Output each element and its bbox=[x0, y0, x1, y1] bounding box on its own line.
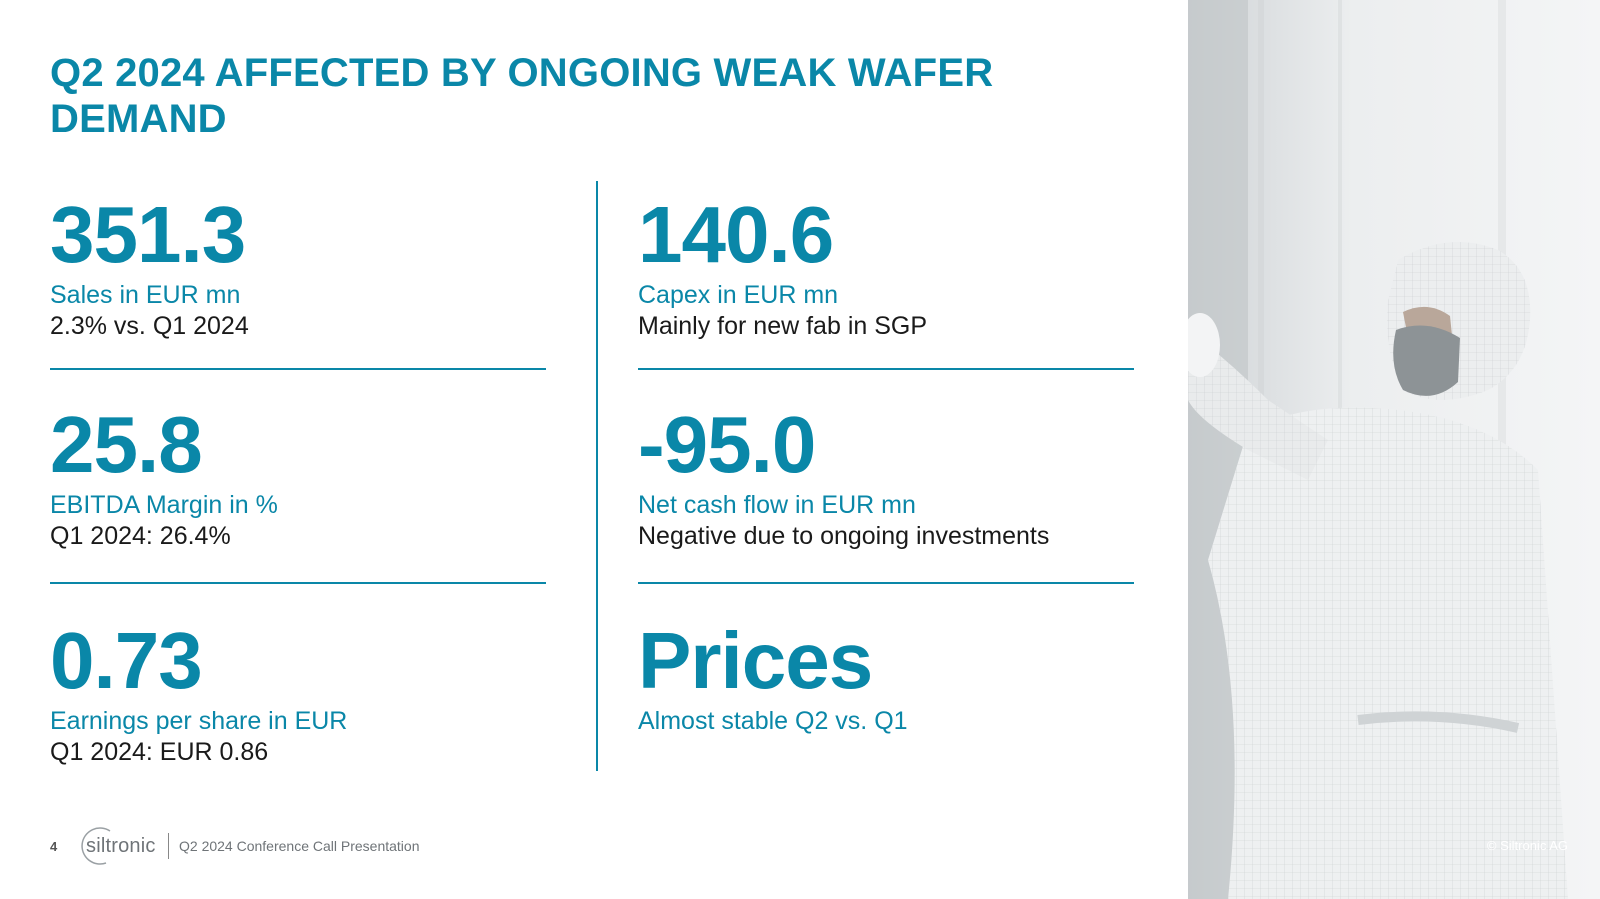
kpi-label: Net cash flow in EUR mn bbox=[638, 491, 916, 519]
kpi-label: Sales in EUR mn bbox=[50, 281, 241, 309]
slide-title: Q2 2024 AFFECTED BY ONGOING WEAK WAFER D… bbox=[50, 51, 994, 141]
kpi-ebitda-margin: 25.8 EBITDA Margin in % Q1 2024: 26.4% bbox=[50, 400, 550, 552]
kpi-note: Q1 2024: EUR 0.86 bbox=[50, 738, 269, 766]
page-number: 4 bbox=[50, 838, 58, 854]
kpi-value: 351.3 bbox=[50, 190, 246, 279]
kpi-sales: 351.3 Sales in EUR mn 2.3% vs. Q1 2024 bbox=[50, 190, 550, 342]
kpi-capex: 140.6 Capex in EUR mn Mainly for new fab… bbox=[638, 190, 1138, 342]
divider-line bbox=[50, 368, 546, 370]
kpi-note: Q1 2024: 26.4% bbox=[50, 522, 231, 550]
cleanroom-worker-illustration bbox=[1188, 0, 1600, 899]
kpi-note: Mainly for new fab in SGP bbox=[638, 312, 928, 340]
kpi-value: Prices bbox=[638, 616, 873, 705]
copyright-notice: © Siltronic AG bbox=[1486, 838, 1568, 853]
kpi-prices: Prices Almost stable Q2 vs. Q1 bbox=[638, 616, 1138, 736]
column-divider bbox=[596, 181, 598, 771]
kpi-label: EBITDA Margin in % bbox=[50, 491, 278, 519]
kpi-label: Capex in EUR mn bbox=[638, 281, 839, 309]
kpi-net-cash-flow: -95.0 Net cash flow in EUR mn Negative d… bbox=[638, 400, 1138, 552]
logo-text: siltronic bbox=[86, 835, 156, 857]
kpi-note: Negative due to ongoing investments bbox=[638, 522, 1050, 550]
footer: 4 siltronic Q2 2024 Conference Call Pres… bbox=[50, 827, 420, 865]
kpi-value: 0.73 bbox=[50, 616, 203, 705]
kpi-value: -95.0 bbox=[638, 400, 816, 489]
footer-separator bbox=[168, 833, 169, 859]
siltronic-logo: siltronic bbox=[80, 827, 158, 865]
presentation-title: Q2 2024 Conference Call Presentation bbox=[179, 838, 420, 854]
divider-line bbox=[638, 368, 1134, 370]
kpi-earnings-per-share: 0.73 Earnings per share in EUR Q1 2024: … bbox=[50, 616, 550, 768]
divider-line bbox=[638, 582, 1134, 584]
kpi-label: Earnings per share in EUR bbox=[50, 707, 348, 735]
divider-line bbox=[50, 582, 546, 584]
kpi-label: Almost stable Q2 vs. Q1 bbox=[638, 707, 908, 735]
cleanroom-photo: © Siltronic AG bbox=[1188, 0, 1600, 899]
kpi-value: 25.8 bbox=[50, 400, 203, 489]
kpi-note: 2.3% vs. Q1 2024 bbox=[50, 312, 249, 340]
kpi-value: 140.6 bbox=[638, 190, 834, 279]
